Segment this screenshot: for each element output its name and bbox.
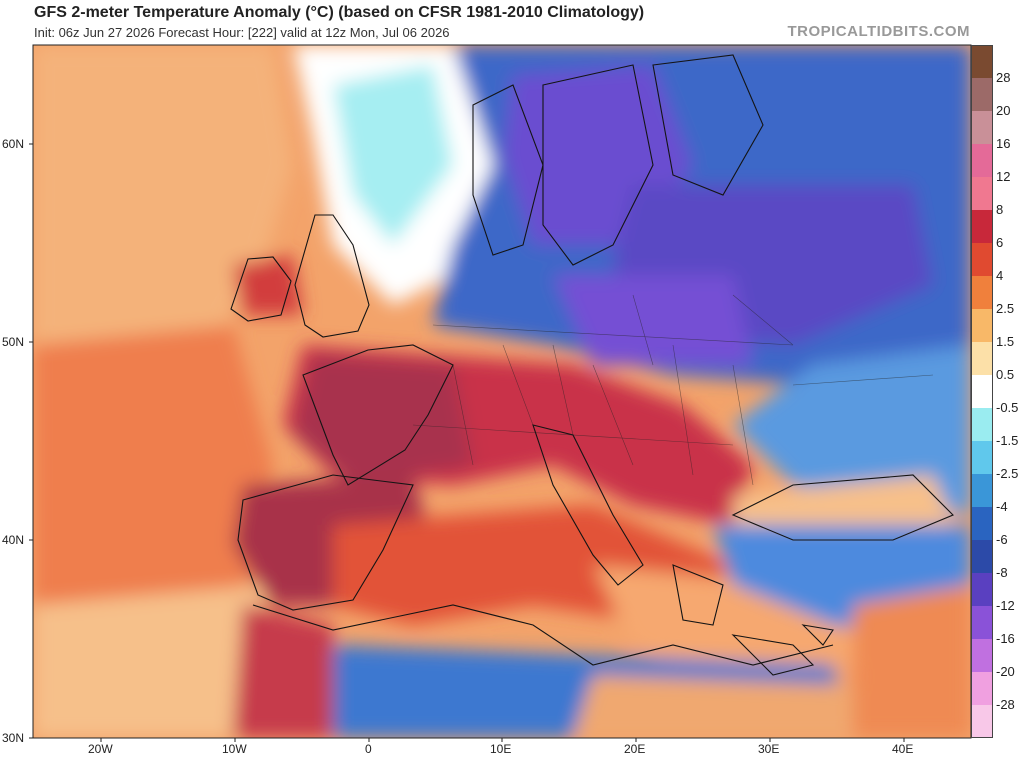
lon-label-20w: 20W [88,742,113,756]
colorbar-swatch [971,408,993,442]
colorbar-tick-label: -1.5 [996,433,1019,448]
colorbar-swatch [971,78,993,112]
middle-east-warm [853,585,971,738]
colorbar-swatch [971,507,993,541]
colorbar-tick-label: -16 [996,631,1015,646]
colorbar-tick-label: 16 [996,136,1011,151]
colorbar-tick-label: 4 [996,268,1004,283]
colorbar-tick-label: -2.5 [996,466,1019,481]
colorbar-tick-label: 6 [996,235,1004,250]
colorbar-swatch [971,672,993,706]
lat-label-40n: 40N [2,533,25,547]
colorbar-tick-label: 0.5 [996,367,1015,382]
colorbar-swatch [971,573,993,607]
colorbar-swatch [971,210,993,244]
colorbar-tick-label: -4 [996,499,1008,514]
lon-label-0: 0 [365,742,372,756]
colorbar-swatch [971,243,993,277]
lat-label-60n: 60N [2,137,25,151]
map-title: GFS 2-meter Temperature Anomaly (°C) (ba… [34,4,645,21]
anomaly-map [33,45,971,738]
colorbar-frame [971,45,993,738]
lon-label-10e: 10E [490,742,512,756]
colorbar [971,45,993,738]
colorbar-tick-label: -20 [996,664,1015,679]
map-subtitle: Init: 06z Jun 27 2026 Forecast Hour: [22… [34,25,450,40]
colorbar-tick-label: 12 [996,169,1011,184]
colorbar-swatch [971,474,993,508]
colorbar-tick-label: -6 [996,532,1008,547]
colorbar-swatch [971,177,993,211]
colorbar-swatch [971,276,993,310]
lon-label-20e: 20E [624,742,646,756]
colorbar-swatch [971,144,993,178]
lat-label-50n: 50N [2,335,25,349]
colorbar-swatch [971,309,993,343]
colorbar-swatch [971,606,993,640]
colorbar-tick-label: 1.5 [996,334,1015,349]
lon-label-40e: 40E [892,742,914,756]
colorbar-tick-label: 28 [996,70,1011,85]
libya-mild [573,675,853,738]
colorbar-swatch [971,639,993,673]
credit-text[interactable]: TROPICALTIDBITS.COM [787,23,970,40]
colorbar-tick-label: -8 [996,565,1008,580]
colorbar-tick-label: 20 [996,103,1011,118]
colorbar-tick-label: 2.5 [996,301,1015,316]
lon-label-10w: 10W [222,742,247,756]
colorbar-tick-label: -28 [996,697,1015,712]
colorbar-swatch [971,705,993,738]
colorbar-swatch [971,441,993,475]
colorbar-swatch [971,45,993,79]
lat-label-30n: 30N [2,731,25,745]
colorbar-tick-label: 8 [996,202,1004,217]
colorbar-swatch [971,342,993,376]
ireland-hot [233,255,303,315]
lon-label-30e: 30E [758,742,780,756]
colorbar-tick-label: -12 [996,598,1015,613]
colorbar-swatch [971,375,993,409]
colorbar-swatch [971,111,993,145]
colorbar-tick-label: -0.5 [996,400,1019,415]
colorbar-swatch [971,540,993,574]
atlantic-central [33,325,273,605]
anomaly-map-canvas [33,45,971,738]
